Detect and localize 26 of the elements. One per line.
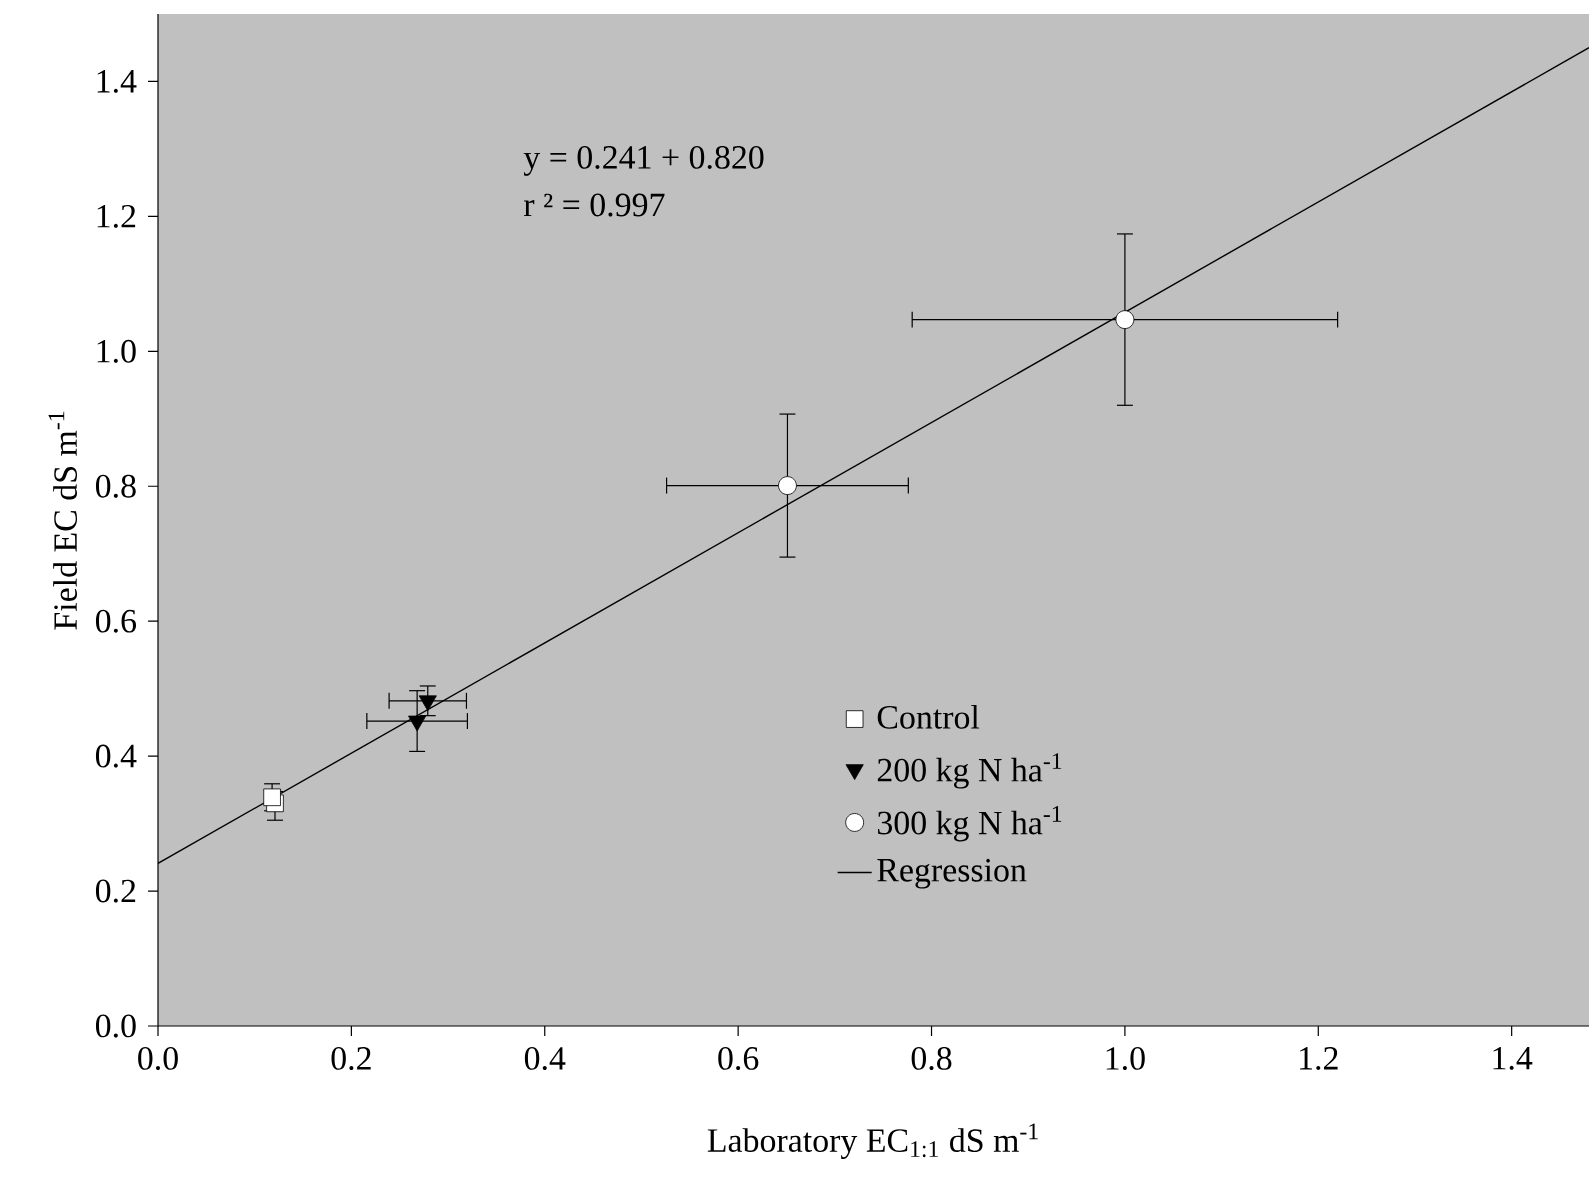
y-tick-label: 1.4 bbox=[97, 70, 137, 93]
y-tick-label: 0.4 bbox=[95, 744, 137, 768]
x-tick-label: 1.2 bbox=[1300, 1046, 1338, 1070]
x-tick-label: 1.0 bbox=[1106, 1046, 1145, 1070]
annotation: r ² = 0.997 bbox=[524, 193, 665, 217]
x-axis-title: Laboratory EC$_{1:1}$ dS m$^{-1}$ bbox=[707, 1123, 1038, 1159]
legend-label: 300 kg N ha$^{-1}$ bbox=[877, 806, 1062, 842]
y-tick-label: 0.6 bbox=[95, 609, 137, 633]
legend-label: Control bbox=[877, 704, 980, 729]
y-axis-title: Field EC dS m$^{-1}$ bbox=[48, 411, 78, 630]
legend-label: 200 kg N ha$^{-1}$ bbox=[877, 753, 1062, 789]
y-tick-label: 1.0 bbox=[97, 339, 136, 363]
legend-label: Regression bbox=[877, 858, 1027, 889]
annotation: y = 0.241 + 0.820 bbox=[523, 145, 764, 176]
x-tick-label: 0.8 bbox=[911, 1046, 952, 1070]
x-tick-label: 1.4 bbox=[1493, 1046, 1533, 1070]
x-tick-label: 0.2 bbox=[331, 1046, 371, 1070]
y-tick-label: 0.8 bbox=[95, 474, 136, 498]
x-tick-label: 0.4 bbox=[524, 1046, 566, 1070]
y-tick-label: 0.0 bbox=[95, 1014, 136, 1038]
point bbox=[778, 476, 797, 495]
x-tick-label: 0.6 bbox=[718, 1046, 759, 1070]
y-tick-label: 0.2 bbox=[95, 879, 136, 903]
y-tick-label: 1.2 bbox=[97, 204, 136, 228]
point bbox=[1115, 310, 1135, 329]
x-tick-label: 0.0 bbox=[138, 1046, 178, 1070]
